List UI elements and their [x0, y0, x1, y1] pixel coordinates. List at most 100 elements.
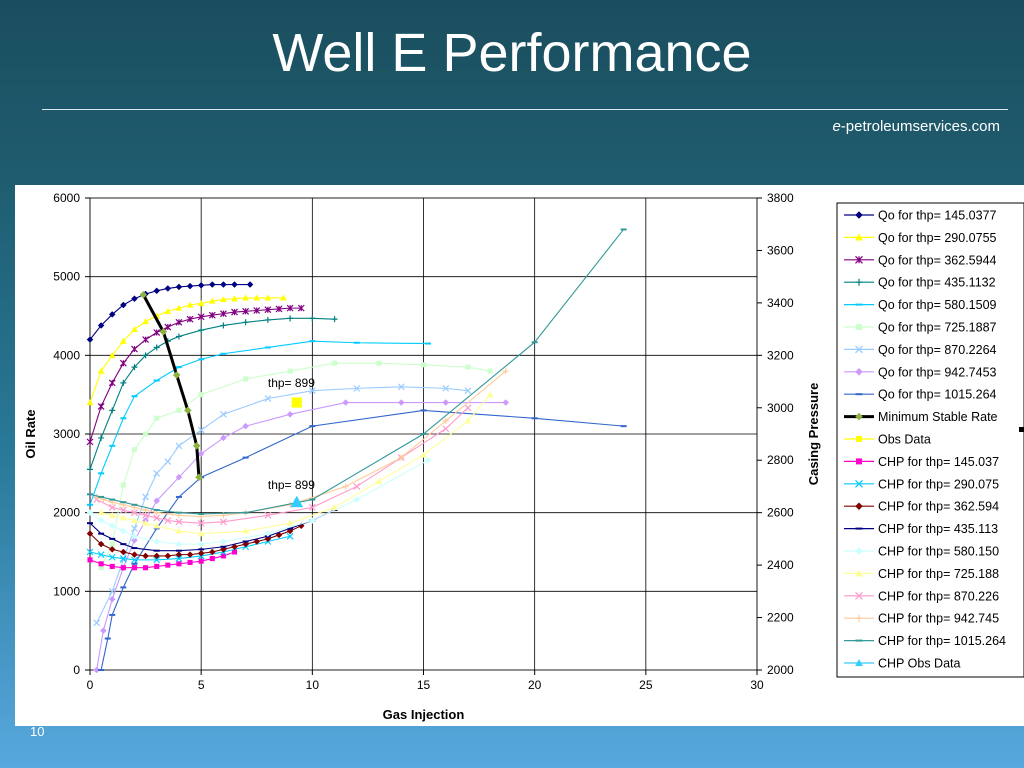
data-point-13	[86, 530, 94, 537]
annotation-label-1: thp= 899	[268, 478, 315, 492]
data-point-5	[154, 415, 160, 421]
legend-entry-label-1: Qo for thp= 290.0755	[878, 231, 997, 245]
data-point-13	[175, 551, 183, 558]
legend-entry-label-12: CHP for thp= 290.075	[878, 477, 999, 491]
legend-swatch-marker-7	[855, 367, 863, 376]
data-point-3	[109, 407, 116, 414]
data-point-3	[87, 466, 93, 473]
legend-entry-label-10: Obs Data	[878, 433, 931, 447]
data-point-1	[108, 351, 116, 358]
data-point-1	[197, 299, 205, 307]
x-tick-label: 15	[417, 678, 431, 692]
data-point-3	[264, 316, 271, 323]
data-point-5	[120, 482, 126, 488]
data-point-10	[291, 397, 302, 408]
legend-entry-label-13: CHP for thp= 362.594	[878, 500, 999, 514]
data-point-5	[487, 368, 493, 374]
data-point-5	[287, 368, 293, 374]
data-point-11	[98, 561, 104, 567]
data-point-17	[153, 514, 161, 522]
data-point-13	[264, 535, 272, 543]
data-point-7	[175, 473, 183, 481]
data-point-12	[286, 532, 294, 540]
y2-axis-label: Casing Pressure	[806, 383, 821, 486]
data-point-17	[308, 503, 316, 511]
data-point-15	[97, 517, 105, 524]
series-line-6	[96, 386, 469, 624]
data-point-13	[286, 527, 294, 535]
data-point-0	[97, 322, 105, 329]
data-point-2	[86, 438, 94, 446]
data-point-0	[164, 285, 172, 292]
data-point-15	[424, 456, 432, 464]
chart-svg: 0 1000 2000 3000 4000 5000 6000 2000 2200 2400 260…	[23, 191, 1024, 722]
annotation-label-0: thp= 899	[268, 376, 315, 390]
data-point-1	[264, 294, 272, 301]
data-point-2	[175, 318, 183, 326]
data-point-13	[108, 546, 116, 553]
slide-title: Well E Performance	[272, 23, 752, 83]
slide-number: 10	[30, 724, 45, 739]
data-point-15	[153, 538, 161, 545]
data-point-9	[139, 290, 148, 299]
title-divider	[42, 109, 1008, 110]
y2-tick-label: 3200	[767, 348, 794, 362]
legend-swatch-marker-15	[855, 547, 863, 555]
data-point-1	[86, 399, 94, 406]
data-point-6	[397, 383, 405, 391]
data-point-17	[464, 404, 472, 412]
data-point-6	[308, 387, 316, 395]
data-point-1	[231, 295, 238, 302]
data-point-11	[209, 556, 215, 562]
legend-swatch-marker-9	[855, 412, 863, 421]
legend-entry-label-17: CHP for thp= 870.226	[878, 589, 999, 603]
y-tick-label: 5000	[53, 270, 80, 284]
legend-swatch-marker-20	[855, 658, 863, 667]
data-point-0	[197, 281, 205, 289]
data-point-2	[208, 311, 216, 319]
data-point-11	[109, 563, 115, 569]
data-point-2	[131, 345, 138, 353]
data-point-9	[192, 441, 201, 450]
site-credit-domain: -petroleumservices.com	[840, 118, 1000, 135]
data-point-1	[280, 294, 287, 301]
data-point-2	[164, 323, 172, 331]
data-point-5	[198, 392, 204, 398]
data-point-15	[131, 532, 138, 540]
data-point-5	[176, 407, 182, 413]
data-point-7	[502, 399, 510, 406]
legend-entry-label-11: CHP for thp= 145.037	[878, 455, 999, 469]
data-point-6	[131, 524, 138, 532]
data-point-16	[108, 511, 116, 518]
legend-entry-label-9: Minimum Stable Rate	[878, 410, 998, 424]
data-point-7	[131, 536, 138, 544]
data-point-3	[220, 322, 227, 329]
x-tick-label: 25	[639, 678, 653, 692]
data-point-6	[164, 458, 172, 465]
data-point-18	[442, 417, 449, 424]
data-point-17	[219, 518, 227, 526]
data-point-2	[242, 307, 250, 315]
data-point-5	[243, 376, 249, 382]
legend-swatch-marker-5	[856, 324, 862, 330]
x-tick-label: 20	[528, 678, 542, 692]
data-point-16	[486, 391, 494, 398]
data-point-0	[119, 301, 127, 309]
legend-swatch-marker-16	[855, 569, 863, 577]
data-point-18	[342, 483, 349, 490]
legend-entry-label-19: CHP for thp= 1015.264	[878, 634, 1006, 648]
data-point-17	[264, 511, 272, 519]
y-tick-label: 2000	[53, 506, 80, 520]
data-point-11	[120, 565, 126, 571]
data-point-16	[119, 514, 127, 521]
data-point-3	[98, 434, 105, 441]
data-point-13	[97, 540, 105, 548]
data-point-7	[342, 399, 350, 406]
y2-tick-label: 2800	[767, 453, 794, 467]
data-point-1	[131, 325, 138, 333]
site-credit-prefix: e	[832, 118, 841, 135]
y-tick-label: 6000	[53, 191, 80, 205]
data-point-0	[153, 287, 161, 295]
data-point-0	[208, 281, 216, 288]
data-point-2	[153, 329, 161, 336]
